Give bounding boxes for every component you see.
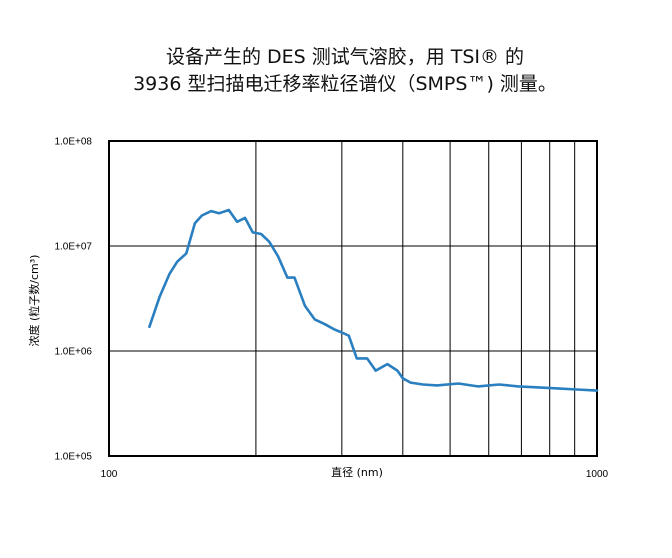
y-axis-label: 浓度 (粒子数/cm³) — [27, 255, 41, 347]
chart-title: 设备产生的 DES 测试气溶胶，用 TSI® 的 3936 型扫描电迁移率粒径谱… — [0, 44, 672, 98]
plot-frame — [108, 140, 598, 457]
x-tick-label: 1000 — [586, 469, 609, 480]
y-tick-label: 1.0E+08 — [54, 137, 92, 148]
chart-title-line2: 3936 型扫描电迁移率粒径谱仪（SMPS™) 测量。 — [133, 73, 557, 95]
y-tick-label: 1.0E+05 — [54, 452, 92, 463]
series-line — [148, 208, 599, 392]
x-axis-label: 直径 (nm) — [331, 465, 383, 479]
y-tick-label: 1.0E+07 — [54, 242, 92, 253]
chart-title-line1: 设备产生的 DES 测试气溶胶，用 TSI® 的 — [165, 46, 525, 68]
x-tick-label: 100 — [101, 469, 118, 480]
y-tick-label: 1.0E+06 — [54, 347, 92, 358]
